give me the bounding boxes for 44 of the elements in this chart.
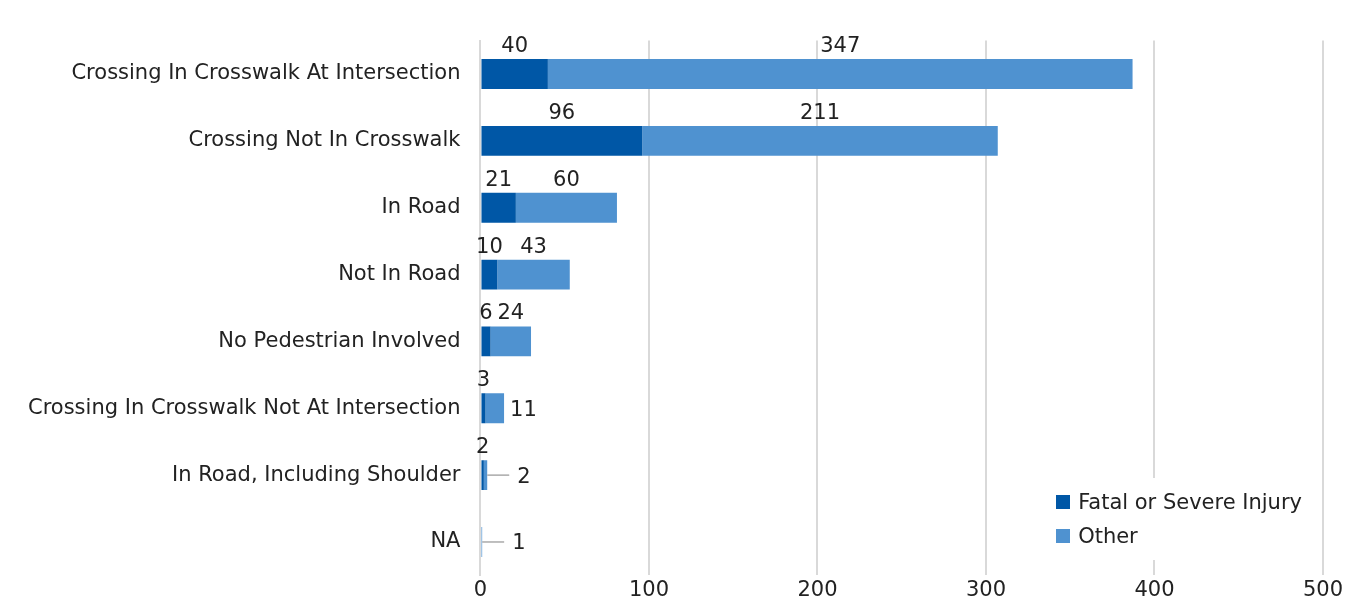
bar xyxy=(497,259,570,290)
bar xyxy=(490,326,532,357)
bar xyxy=(481,59,548,89)
data-label: 40 xyxy=(501,33,529,58)
bar xyxy=(481,192,516,223)
bar xyxy=(642,125,998,156)
x-tick-label: 400 xyxy=(1134,577,1175,602)
bar xyxy=(481,326,491,357)
bar xyxy=(481,393,486,424)
data-label: 11 xyxy=(510,396,537,421)
bar xyxy=(481,259,498,290)
x-tick-label: 300 xyxy=(965,577,1007,602)
x-tick-label: 500 xyxy=(1302,577,1344,602)
bar xyxy=(481,460,484,491)
data-label: 1 xyxy=(512,530,526,555)
data-label: 60 xyxy=(553,166,580,191)
bar xyxy=(481,125,643,156)
y-tick-label: In Road, Including Shoulder xyxy=(172,461,461,486)
data-label: 211 xyxy=(799,99,841,124)
y-tick-label: NA xyxy=(430,528,462,553)
bar xyxy=(515,192,617,223)
data-label: 347 xyxy=(820,33,861,58)
y-tick-label: No Pedestrian Involved xyxy=(218,327,461,352)
x-tick-label: 100 xyxy=(628,577,670,602)
data-label: 3 xyxy=(476,367,491,392)
y-tick-label: Crossing Not In Crosswalk xyxy=(188,127,462,152)
data-label: 6 xyxy=(479,300,493,325)
data-label: 21 xyxy=(485,166,513,191)
legend-label: Other xyxy=(1078,524,1138,548)
y-tick-label: Crossing In Crosswalk Not At Intersection xyxy=(28,394,461,419)
data-label: 24 xyxy=(497,300,525,325)
data-label: 43 xyxy=(520,233,547,258)
x-tick-label: 0 xyxy=(473,577,488,602)
legend-label: Fatal or Severe Injury xyxy=(1078,490,1302,514)
y-tick-label: Crossing In Crosswalk At Intersection xyxy=(71,60,461,85)
x-tick-label: 200 xyxy=(797,577,838,602)
data-label: 96 xyxy=(548,99,576,124)
data-label: 10 xyxy=(476,233,503,258)
bar xyxy=(547,59,1133,89)
bar xyxy=(485,393,505,424)
data-label: 2 xyxy=(475,434,490,459)
data-label: 2 xyxy=(517,463,531,488)
y-tick-label: Not In Road xyxy=(338,261,461,286)
y-tick-label: In Road xyxy=(381,194,461,219)
